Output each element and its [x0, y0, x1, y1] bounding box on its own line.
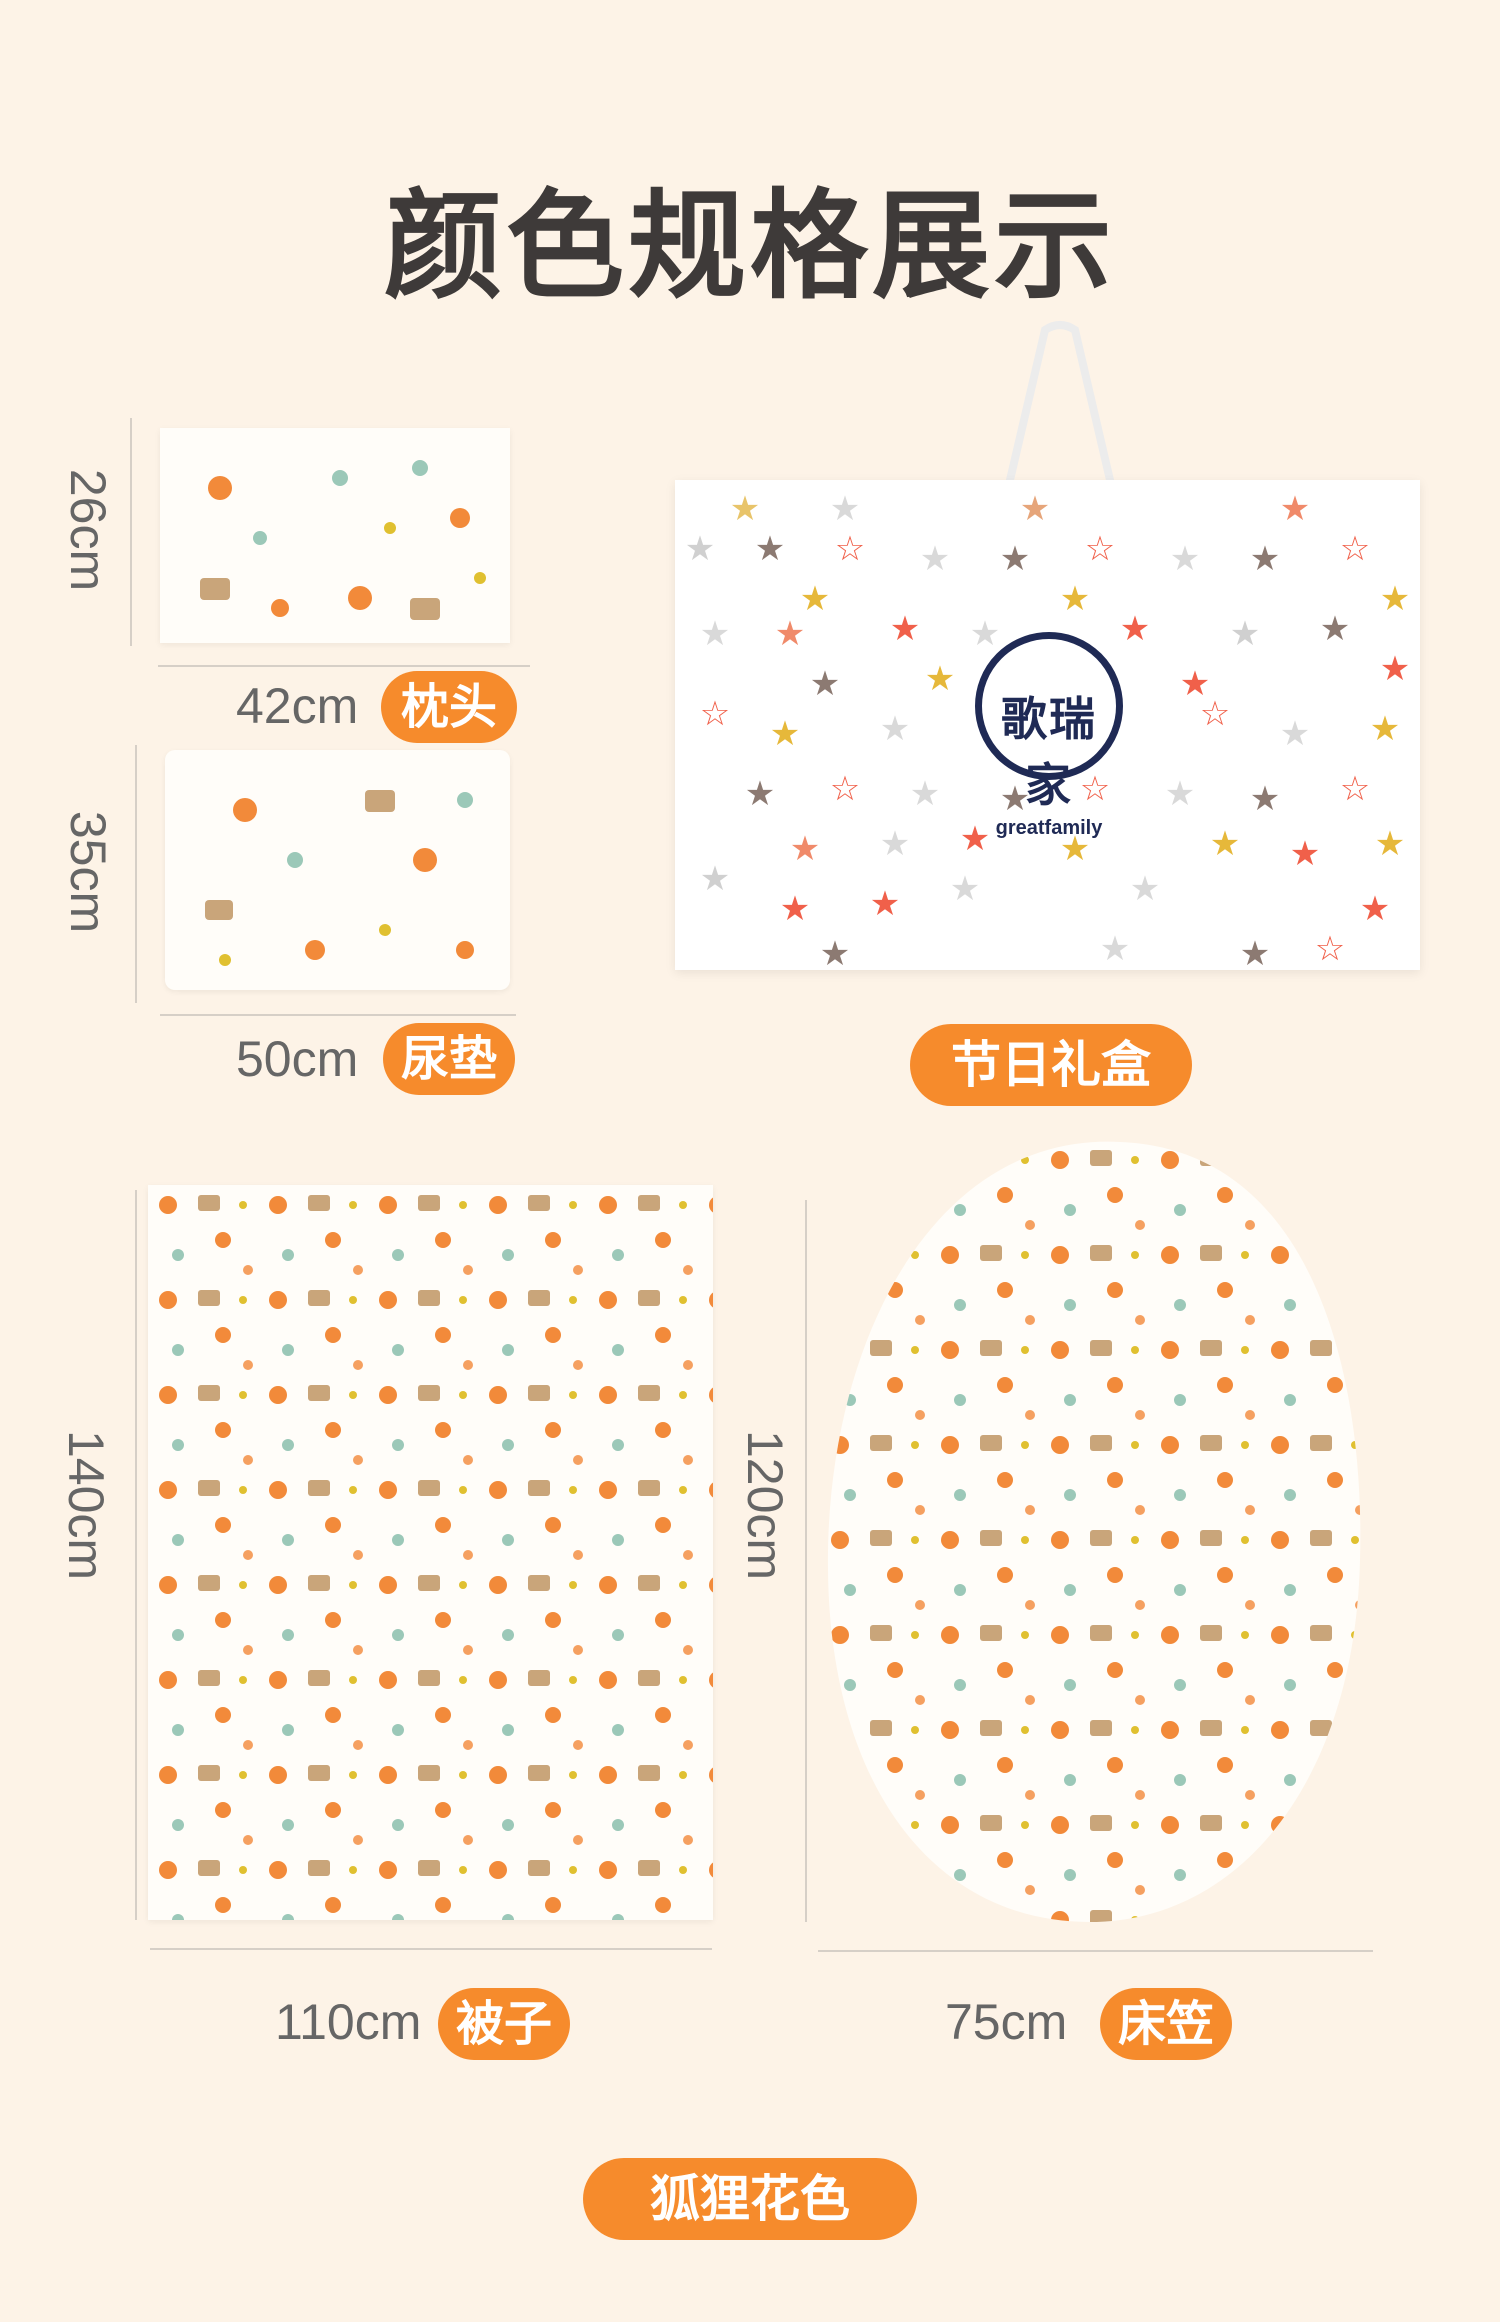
svg-text:★: ★ [830, 489, 860, 529]
fox-pattern-icon [200, 460, 486, 620]
svg-text:☆: ☆ [1315, 929, 1345, 969]
fox-pattern-icon [148, 1185, 713, 1920]
giftbox-tag: 节日礼盒 [910, 1024, 1192, 1106]
sheet-image [820, 1140, 1365, 1925]
page-title: 颜色规格展示 [383, 177, 1116, 315]
pillow-height-line [130, 418, 132, 646]
quilt-height-label: 140cm [58, 1429, 114, 1581]
svg-text:★: ★ [870, 884, 900, 924]
svg-text:★: ★ [1020, 489, 1050, 529]
giftbox-image: ★ ★ ★ ★ ★ ★ ☆ ★ ★ ☆ ★ ★ ☆ ★ ★ ★ ★ ★ ★ ★ … [675, 480, 1420, 970]
svg-text:★: ★ [700, 859, 730, 899]
pad-width-label: 50cm [236, 1031, 359, 1087]
svg-text:★: ★ [700, 614, 730, 654]
pillow-width-label: 42cm [236, 678, 359, 734]
svg-text:★: ★ [890, 609, 920, 649]
svg-text:★: ★ [1120, 609, 1150, 649]
svg-text:★: ★ [925, 659, 955, 699]
pad-height-label: 35cm [60, 810, 116, 934]
fox-pattern-icon [205, 790, 474, 966]
svg-text:★: ★ [800, 579, 830, 619]
svg-text:★: ★ [1230, 614, 1260, 654]
svg-text:☆: ☆ [1085, 529, 1115, 569]
quilt-width-line [150, 1948, 712, 1950]
svg-text:★: ★ [1060, 829, 1090, 869]
svg-text:★: ★ [775, 614, 805, 654]
svg-text:★: ★ [730, 489, 760, 529]
brand-logo: 歌瑞家 greatfamily [975, 632, 1123, 839]
svg-text:☆: ☆ [1200, 694, 1230, 734]
sheet-tag: 床笠 [1100, 1988, 1232, 2060]
pillow-height-label: 26cm [60, 468, 116, 592]
star-pattern-icon: ★ ★ ★ ★ ★ ★ ☆ ★ ★ ☆ ★ ★ ☆ ★ ★ ★ ★ ★ ★ ★ … [685, 489, 1410, 970]
svg-text:☆: ☆ [1080, 769, 1110, 809]
fox-pattern-icon [827, 1141, 1361, 1922]
svg-text:★: ★ [1240, 934, 1270, 970]
svg-text:★: ★ [770, 714, 800, 754]
svg-text:☆: ☆ [1340, 769, 1370, 809]
svg-text:★: ★ [1130, 869, 1160, 909]
pad-image [165, 750, 510, 990]
sheet-height-label: 120cm [737, 1429, 793, 1581]
svg-text:★: ★ [1250, 779, 1280, 819]
svg-text:★: ★ [1280, 714, 1310, 754]
pillow-width-line [158, 665, 530, 667]
svg-text:★: ★ [1375, 824, 1405, 864]
quilt-image [148, 1185, 713, 1920]
svg-text:★: ★ [1250, 539, 1280, 579]
svg-text:★: ★ [920, 539, 950, 579]
svg-text:☆: ☆ [830, 769, 860, 809]
pad-tag: 尿垫 [383, 1023, 515, 1095]
logo-english-text: greatfamily [995, 817, 1103, 839]
svg-text:★: ★ [1000, 539, 1030, 579]
svg-text:★: ★ [755, 529, 785, 569]
pad-width-line [160, 1014, 516, 1016]
svg-text:☆: ☆ [1340, 529, 1370, 569]
sheet-width-line [818, 1950, 1373, 1952]
svg-text:★: ★ [1000, 779, 1030, 819]
svg-text:★: ★ [1060, 579, 1090, 619]
svg-text:★: ★ [685, 529, 715, 569]
svg-text:☆: ☆ [835, 529, 865, 569]
svg-text:★: ★ [880, 824, 910, 864]
svg-text:★: ★ [820, 934, 850, 970]
bag-handle-icon [1006, 321, 1114, 484]
svg-text:★: ★ [1290, 834, 1320, 874]
svg-text:★: ★ [880, 709, 910, 749]
quilt-tag: 被子 [438, 1988, 570, 2060]
svg-text:★: ★ [1180, 664, 1210, 704]
svg-text:★: ★ [810, 664, 840, 704]
svg-text:★: ★ [1170, 539, 1200, 579]
svg-text:★: ★ [1165, 774, 1195, 814]
svg-text:★: ★ [1320, 609, 1350, 649]
svg-text:★: ★ [970, 614, 1000, 654]
svg-text:★: ★ [1280, 489, 1310, 529]
svg-text:★: ★ [1380, 579, 1410, 619]
svg-text:★: ★ [745, 774, 775, 814]
svg-text:★: ★ [960, 819, 990, 859]
svg-text:★: ★ [950, 869, 980, 909]
quilt-width-label: 110cm [275, 1994, 422, 2050]
svg-text:★: ★ [780, 889, 810, 929]
svg-text:★: ★ [1360, 889, 1390, 929]
pattern-name-tag: 狐狸花色 [583, 2158, 917, 2240]
svg-text:★: ★ [1100, 929, 1130, 969]
svg-text:★: ★ [1370, 709, 1400, 749]
svg-text:★: ★ [1380, 649, 1410, 689]
quilt-height-line [135, 1190, 137, 1920]
sheet-height-line [805, 1200, 807, 1922]
pad-height-line [135, 745, 137, 1003]
svg-text:★: ★ [910, 774, 940, 814]
svg-text:☆: ☆ [700, 694, 730, 734]
svg-text:★: ★ [790, 829, 820, 869]
pillow-image [160, 428, 510, 643]
svg-text:★: ★ [1210, 824, 1240, 864]
pillow-tag: 枕头 [381, 671, 517, 743]
sheet-width-label: 75cm [945, 1994, 1068, 2050]
logo-chinese-text: 歌瑞家 [1001, 692, 1097, 812]
